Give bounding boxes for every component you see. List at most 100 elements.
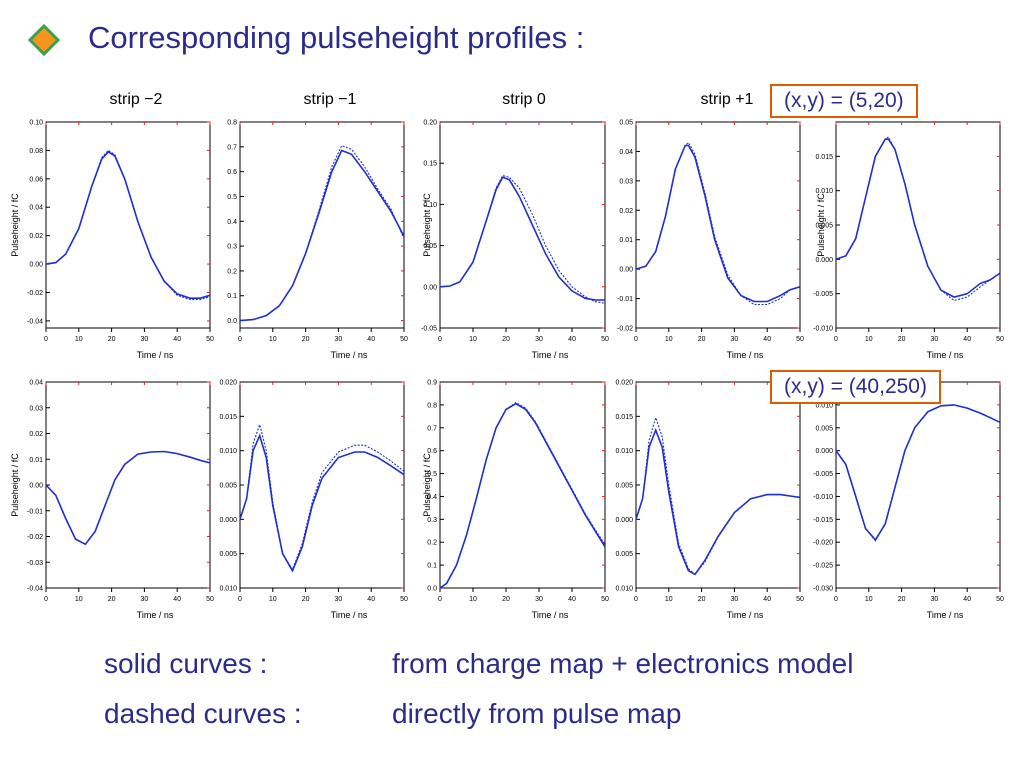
chart-4-xtick-label: 30	[931, 336, 939, 343]
chart-4-xtick-label: 50	[996, 336, 1004, 343]
strip-label-minus1: strip −1	[303, 91, 357, 108]
plot-strip-minus1-top: 0.8 0.7 0.6 0.5 0.4 0.3 0.2 0.1 0.0 0 10 20 30 40 50 Ti…	[227, 120, 408, 361]
chart-0-xtick-label: 50	[206, 336, 214, 343]
chart-9-xtick-label: 40	[963, 596, 971, 603]
chart-8-series-dashed	[635, 415, 801, 576]
chart-7-frame	[439, 381, 606, 589]
chart-6-ytick-label: 0.010	[219, 448, 237, 455]
chart-3-ytick-label: 0.03	[619, 178, 633, 185]
chart-5-xtick-label: 30	[141, 596, 149, 603]
chart-6-ytick-label: 0.015	[219, 414, 237, 421]
legend-dashed-label: dashed curves :	[104, 698, 302, 729]
chart-2-xtick-label: 10	[469, 336, 477, 343]
chart-6-ytick-label: 0.005	[219, 483, 237, 490]
chart-3-series-dashed	[635, 141, 801, 306]
chart-8-xtick-label: 50	[796, 596, 804, 603]
chart-2-ytick-label: 0.00	[423, 284, 437, 291]
chart-8-ytick-label: 0.005	[615, 483, 633, 490]
chart-5-ylabel: Pulseheight / fC	[10, 453, 20, 517]
chart-7-series-dashed	[439, 401, 606, 589]
chart-5-ytick-label: 0.03	[29, 405, 43, 412]
chart-8-xtick-label: 40	[763, 596, 771, 603]
chart-8-ytick-label: 0.010	[615, 448, 633, 455]
chart-4-ytick-label: -0.010	[813, 326, 833, 333]
chart-4-series-dashed	[835, 136, 1001, 302]
chart-8-xtick-label: 10	[665, 596, 673, 603]
chart-6-xlabel: Time / ns	[331, 610, 368, 620]
chart-3-xtick-label: 30	[731, 336, 739, 343]
chart-1-ytick-label: 0.7	[227, 144, 237, 151]
chart-7-ylabel: Pulseheight / fC	[422, 453, 432, 517]
chart-2-xtick-label: 40	[568, 336, 576, 343]
chart-7-xtick-label: 10	[469, 596, 477, 603]
chart-4-xtick-label: 20	[898, 336, 906, 343]
chart-1-xtick-label: 10	[269, 336, 277, 343]
chart-5-ytick-label: -0.01	[27, 508, 43, 515]
chart-7-ytick-label: 0.0	[427, 586, 437, 593]
chart-7-xtick-label: 40	[568, 596, 576, 603]
chart-3-ytick-label: 0.05	[619, 120, 633, 127]
chart-9-ytick-label: -0.020	[813, 540, 833, 547]
chart-6-xtick-label: 10	[269, 596, 277, 603]
chart-0-xtick-label: 0	[44, 336, 48, 343]
coord-box-top: (x,y) = (5,20)	[770, 84, 918, 118]
chart-7-ytick-label: 0.6	[427, 448, 437, 455]
chart-8-ytick-label: 0.000	[615, 517, 633, 524]
strip-label-0: strip 0	[502, 91, 546, 108]
chart-8-frame	[635, 381, 801, 589]
chart-2-ytick-label: -0.05	[421, 326, 437, 333]
chart-6-ytick-label: 0.020	[219, 380, 237, 387]
chart-0-ytick-label: 0.02	[29, 233, 43, 240]
chart-1-ytick-label: 0.4	[227, 219, 237, 226]
chart-0-xtick-label: 10	[75, 336, 83, 343]
chart-9-ytick-label: 0.005	[815, 425, 833, 432]
chart-9-xtick-label: 30	[931, 596, 939, 603]
chart-8-xlabel: Time / ns	[727, 610, 764, 620]
chart-6-xtick-label: 0	[238, 596, 242, 603]
chart-1-xtick-label: 20	[302, 336, 310, 343]
chart-7-ytick-label: 0.2	[427, 540, 437, 547]
chart-0-frame	[45, 121, 211, 329]
chart-1-ytick-label: 0.3	[227, 244, 237, 251]
chart-5-ytick-label: 0.00	[29, 483, 43, 490]
chart-8-ytick-label: 0.020	[615, 380, 633, 387]
chart-8-xtick-label: 0	[634, 596, 638, 603]
chart-5-ytick-label: -0.02	[27, 534, 43, 541]
chart-7-series-solid	[439, 402, 606, 589]
chart-0-xtick-label: 20	[108, 336, 116, 343]
chart-6-xtick-label: 20	[302, 596, 310, 603]
chart-0-ytick-label: -0.02	[27, 290, 43, 297]
chart-2-xtick-label: 30	[535, 336, 543, 343]
chart-4-ylabel: Pulseheight / fC	[816, 193, 826, 257]
chart-4-xtick-label: 0	[834, 336, 838, 343]
chart-9-ytick-label: -0.030	[813, 586, 833, 593]
chart-5-ytick-label: 0.01	[29, 457, 43, 464]
chart-3-xtick-label: 0	[634, 336, 638, 343]
plot-strip-plus2-bottom: 0.010 0.005 0.000 -0.005 -0.010 -0.015 -0.020 -…	[813, 381, 1004, 620]
chart-2-ytick-label: 0.10	[423, 202, 437, 209]
chart-2-ytick-label: 0.20	[423, 120, 437, 127]
chart-7-xtick-label: 20	[502, 596, 510, 603]
chart-4-series-solid	[835, 138, 1001, 298]
chart-9-ytick-label: -0.025	[813, 563, 833, 570]
chart-7-ytick-label: 0.3	[427, 517, 437, 524]
chart-9-series-solid	[835, 404, 1001, 542]
chart-5-ytick-label: -0.04	[27, 586, 43, 593]
chart-9-xtick-label: 20	[898, 596, 906, 603]
slide-title: Corresponding pulseheight profiles :	[88, 20, 585, 55]
chart-8-xtick-label: 30	[731, 596, 739, 603]
chart-5-ytick-label: 0.04	[29, 380, 43, 387]
chart-6-ytick-label: 0.005	[219, 551, 237, 558]
chart-5-xtick-label: 50	[206, 596, 214, 603]
chart-2-series-dashed	[439, 174, 606, 304]
chart-7-ytick-label: 0.4	[427, 494, 437, 501]
chart-8-xtick-label: 20	[698, 596, 706, 603]
chart-6-xtick-label: 50	[400, 596, 408, 603]
chart-1-frame	[239, 121, 405, 329]
chart-0-series-dashed	[45, 149, 211, 301]
chart-6-series-solid	[239, 433, 405, 573]
chart-1-ytick-label: 0.8	[227, 120, 237, 127]
chart-5-xtick-label: 10	[75, 596, 83, 603]
chart-3-xtick-label: 50	[796, 336, 804, 343]
